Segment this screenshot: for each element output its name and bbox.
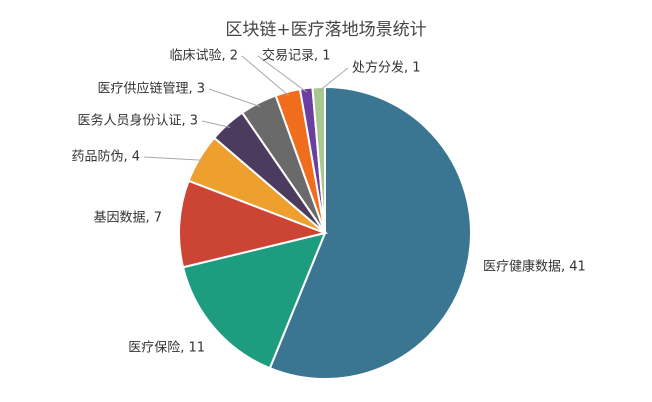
pie-slice: [181, 231, 327, 370]
data-label: 基因数据, 7: [93, 211, 162, 226]
leader-line: [241, 55, 290, 97]
data-label: 医疗供应链管理, 3: [97, 81, 205, 97]
data-label: 医务人员身份认证, 3: [77, 113, 198, 129]
leader-line: [208, 88, 261, 108]
leader-line: [143, 156, 204, 161]
data-label: 医疗保险, 11: [128, 341, 205, 356]
data-label: 医疗健康数据, 41: [483, 259, 586, 275]
pie-slice: [178, 179, 329, 269]
pie-slice: [268, 85, 472, 380]
data-label: 药品防伪, 4: [71, 149, 140, 165]
leader-line: [318, 67, 349, 92]
leader-line: [201, 120, 231, 128]
data-label: 交易记录, 1: [262, 48, 331, 64]
chart-title: 区块链+医疗落地场景统计: [225, 20, 426, 40]
data-label: 处方分发, 1: [352, 60, 421, 76]
leader-line: [257, 55, 308, 93]
data-label: 临床试验, 2: [169, 48, 238, 64]
pie-slice: [311, 85, 326, 234]
